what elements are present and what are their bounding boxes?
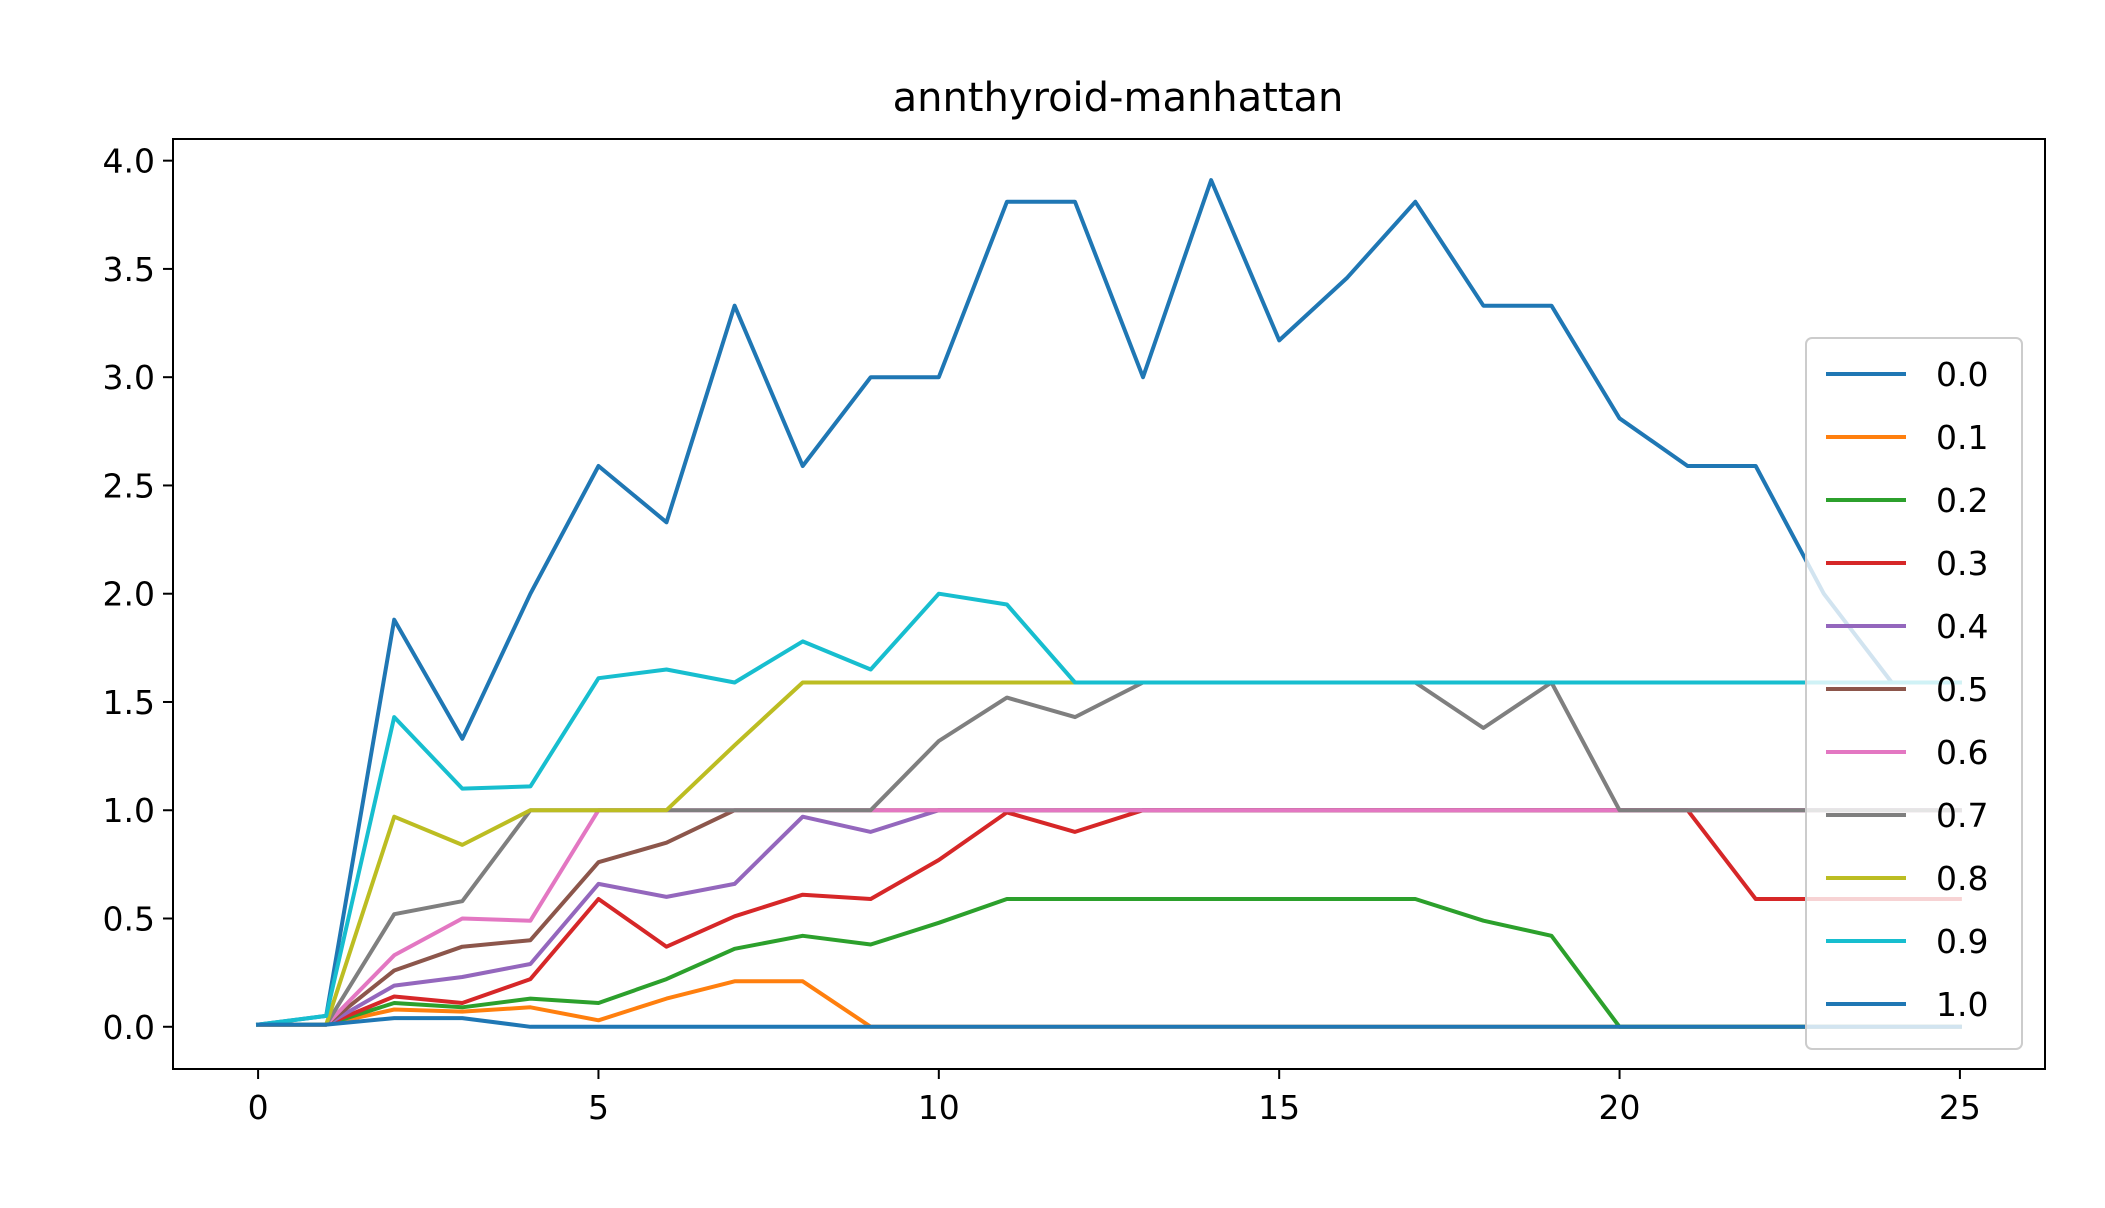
x-tick-label: 15: [1258, 1088, 1300, 1127]
legend-label: 0.1: [1936, 418, 1988, 457]
y-axis: 0.0 0.5 1.0 1.5 2.0 2.5 3.0 3.5 4.0: [103, 142, 173, 1047]
legend-label: 0.2: [1936, 481, 1988, 520]
legend-entry: 0.4: [1826, 607, 1988, 646]
y-tick-label: 2.5: [103, 466, 155, 505]
x-tick-label: 10: [918, 1088, 960, 1127]
y-tick-label: 3.5: [103, 250, 155, 289]
plot-area: [255, 178, 1962, 1029]
legend-entry: 0.6: [1826, 733, 1988, 772]
x-tick-label: 5: [588, 1088, 609, 1127]
series-line-0.9: [255, 591, 1962, 1027]
legend-label: 0.9: [1936, 922, 1988, 961]
legend-entry: 1.0: [1826, 985, 1988, 1024]
legend-entry: 0.8: [1826, 859, 1988, 898]
y-tick-label: 1.0: [103, 791, 155, 830]
legend-entry: 0.9: [1826, 922, 1988, 961]
legend-entry: 0.2: [1826, 481, 1988, 520]
y-tick-label: 0.5: [103, 900, 155, 939]
x-axis: 0 5 10 15 20 25: [248, 1069, 1981, 1127]
legend-label: 0.3: [1936, 544, 1988, 583]
chart-title: annthyroid-manhattan: [893, 75, 1344, 121]
legend-entry: 0.5: [1826, 670, 1988, 709]
y-tick-label: 4.0: [103, 142, 155, 181]
legend-entry: 0.3: [1826, 544, 1988, 583]
legend-label: 0.8: [1936, 859, 1988, 898]
y-tick-label: 3.0: [103, 358, 155, 397]
legend-box: [1805, 337, 2023, 1050]
legend: 0.0 0.1 0.2 0.3 0.4 0.5 0.6 0.7 0.8 0.9 1.0: [1805, 337, 2023, 1050]
y-tick-label: 1.5: [103, 683, 155, 722]
series-line-1.0: [256, 1016, 1962, 1029]
series-line-0.0: [255, 178, 1962, 1027]
legend-label: 0.5: [1936, 670, 1988, 709]
y-tick-label: 2.0: [103, 575, 155, 614]
legend-label: 1.0: [1936, 985, 1988, 1024]
legend-entry: 0.0: [1826, 355, 1988, 394]
x-tick-label: 20: [1599, 1088, 1641, 1127]
legend-label: 0.4: [1936, 607, 1988, 646]
legend-label: 0.0: [1936, 355, 1988, 394]
y-tick-label: 0.0: [103, 1008, 155, 1047]
legend-entry: 0.1: [1826, 418, 1988, 457]
x-tick-label: 25: [1939, 1088, 1981, 1127]
x-tick-label: 0: [248, 1088, 269, 1127]
axes-frame: [172, 138, 2046, 1070]
legend-entry: 0.7: [1826, 796, 1988, 835]
legend-label: 0.7: [1936, 796, 1988, 835]
legend-label: 0.6: [1936, 733, 1988, 772]
